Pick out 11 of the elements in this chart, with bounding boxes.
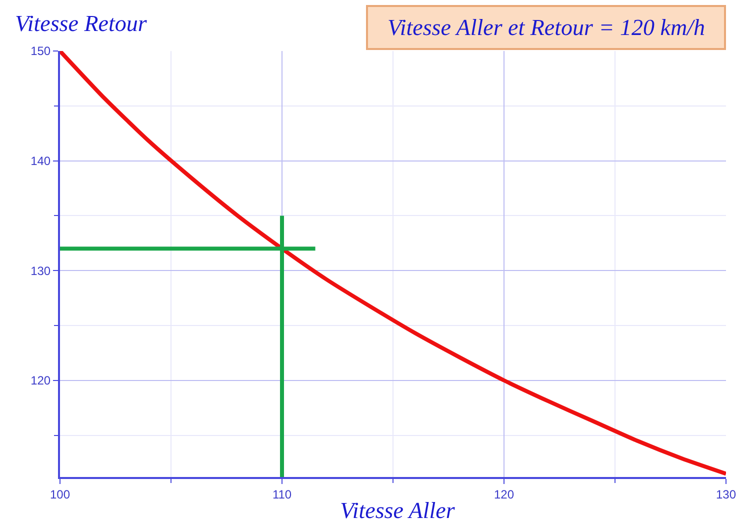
y-tick-label: 150 — [30, 44, 51, 58]
y-tick-label: 120 — [30, 374, 51, 388]
y-tick-label: 130 — [30, 264, 51, 278]
x-tick-label: 100 — [50, 487, 70, 502]
y-axis-title: Vitesse Retour — [15, 11, 148, 36]
chart-title: Vitesse Aller et Retour = 120 km/h — [376, 15, 716, 40]
x-tick-label: 120 — [494, 487, 514, 502]
x-axis-title: Vitesse Aller — [340, 498, 456, 523]
x-tick-label: 110 — [272, 487, 292, 502]
y-tick-label: 140 — [30, 154, 51, 168]
x-tick-label: 130 — [716, 487, 736, 502]
